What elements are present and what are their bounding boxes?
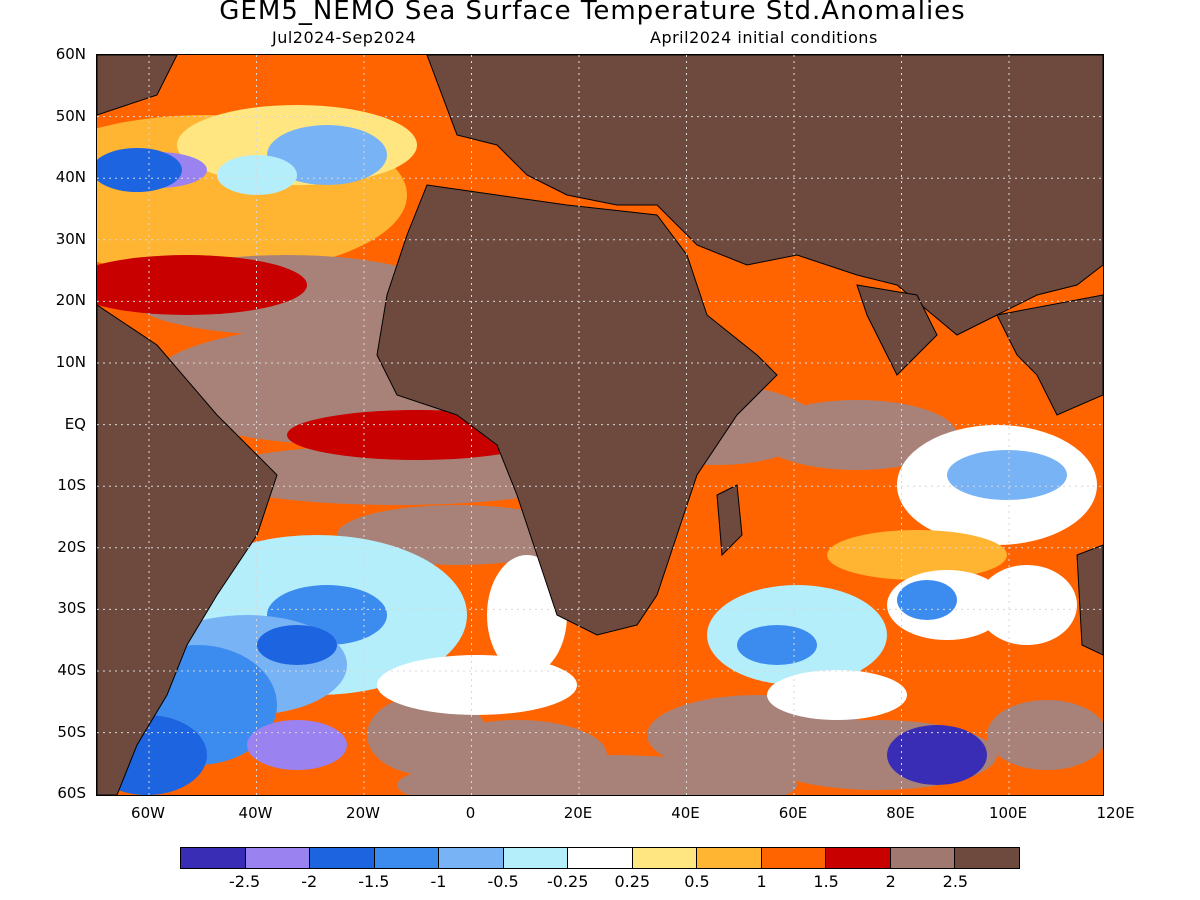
legend-swatch — [568, 848, 633, 868]
anomaly-map — [96, 54, 1104, 796]
legend-label: -1 — [430, 872, 447, 891]
anomaly-region — [257, 625, 337, 665]
anomaly-region — [897, 580, 957, 620]
legend-swatch — [697, 848, 762, 868]
lat-label: 30S — [57, 599, 86, 618]
legend-swatch — [826, 848, 891, 868]
legend-label: 2.5 — [942, 872, 969, 891]
lon-label: 80E — [886, 804, 915, 822]
color-legend — [180, 847, 1020, 869]
legend-label: -2.5 — [229, 872, 261, 891]
legend-label: 1 — [756, 872, 767, 891]
anomaly-region — [267, 125, 387, 185]
legend-label: -0.25 — [546, 872, 589, 891]
anomaly-region — [887, 725, 987, 785]
legend-label: -2 — [301, 872, 318, 891]
anomaly-map-canvas — [97, 55, 1103, 795]
lon-label: 20W — [346, 804, 380, 822]
landmass — [97, 304, 278, 795]
legend-label: 1.5 — [813, 872, 839, 891]
anomaly-region — [947, 450, 1067, 500]
lat-label: 20S — [57, 537, 86, 556]
legend-label: 0.25 — [614, 872, 651, 891]
legend-label: 0.5 — [684, 872, 710, 891]
anomaly-region — [97, 148, 182, 192]
lat-label: 60S — [57, 784, 86, 803]
anomaly-region — [97, 255, 307, 315]
legend-swatch — [181, 848, 246, 868]
lon-label: 60E — [778, 804, 808, 822]
anomaly-region — [757, 400, 957, 470]
legend-label: 2 — [885, 872, 896, 891]
lat-label: 50S — [57, 722, 86, 741]
legend-label: -1.5 — [358, 872, 390, 891]
forecast-period: Jul2024-Sep2024 — [272, 28, 417, 47]
lon-label: 60W — [131, 804, 165, 822]
landmass — [856, 284, 938, 376]
legend-swatch — [374, 848, 440, 868]
landmass — [376, 184, 778, 636]
anomaly-region — [987, 700, 1103, 770]
lon-label: 40E — [671, 804, 700, 822]
lon-label: 40W — [238, 804, 273, 822]
anomaly-region — [977, 565, 1077, 645]
legend-swatch — [310, 848, 375, 868]
landmass — [426, 55, 1103, 336]
lat-label: 40N — [55, 168, 86, 187]
landmass — [1076, 544, 1103, 656]
anomaly-region — [827, 530, 1007, 580]
lat-label: 10N — [55, 353, 86, 371]
legend-swatch — [955, 848, 1019, 868]
anomaly-region — [737, 625, 817, 665]
map-title: GEM5_NEMO Sea Surface Temperature Std.An… — [219, 0, 966, 26]
lon-label: 0 — [465, 804, 476, 822]
legend-swatch — [890, 848, 956, 868]
anomaly-region — [247, 720, 347, 770]
lat-label: EQ — [64, 414, 86, 433]
legend-swatch — [632, 848, 698, 868]
lat-label: 60N — [55, 45, 86, 63]
lat-label: 10S — [57, 476, 86, 495]
landmass — [996, 294, 1103, 416]
lon-label: 100E — [988, 804, 1028, 822]
landmass — [716, 484, 743, 557]
lat-label: 40S — [57, 661, 86, 679]
lon-label: 20E — [563, 804, 593, 822]
initial-conditions: April2024 initial conditions — [650, 28, 878, 47]
legend-swatch — [503, 848, 569, 868]
legend-swatch — [439, 848, 504, 868]
landmass — [97, 55, 178, 116]
lat-label: 20N — [55, 291, 86, 310]
legend-label: -0.5 — [487, 872, 519, 891]
lon-label: 120E — [1096, 804, 1135, 822]
anomaly-region — [207, 445, 587, 505]
legend-swatch — [245, 848, 311, 868]
anomaly-region — [397, 755, 797, 795]
anomaly-region — [767, 670, 907, 720]
legend-swatch — [761, 848, 827, 868]
lat-label: 50N — [55, 106, 86, 125]
lat-label: 30N — [55, 229, 86, 248]
